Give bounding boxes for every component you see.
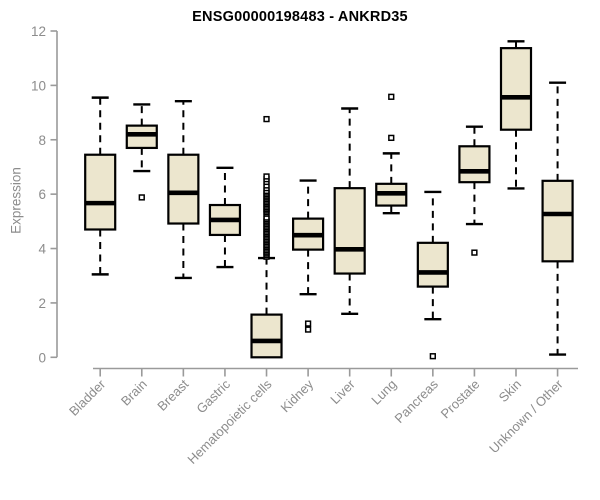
x-tick-label-kidney: Kidney bbox=[278, 376, 317, 415]
outlier-point bbox=[263, 115, 270, 123]
iqr-box bbox=[84, 153, 117, 231]
iqr-box bbox=[458, 145, 491, 184]
iqr-box bbox=[167, 153, 200, 225]
y-tick-label: 12 bbox=[31, 24, 46, 39]
iqr-box bbox=[125, 124, 158, 150]
outlier-point bbox=[138, 194, 145, 201]
y-tick-label: 2 bbox=[38, 296, 46, 311]
x-tick-label-lung: Lung bbox=[368, 377, 399, 408]
boxplot-prostate bbox=[458, 125, 491, 256]
x-tick-label-pancreas: Pancreas bbox=[392, 376, 442, 426]
outlier-point bbox=[471, 249, 478, 256]
y-tick-label: 8 bbox=[38, 133, 46, 148]
iqr-box bbox=[250, 313, 283, 359]
boxplot-liver bbox=[333, 107, 366, 315]
x-tick-label-unknown-other: Unknown / Other bbox=[486, 376, 566, 456]
y-tick-label: 4 bbox=[38, 242, 46, 257]
y-tick-label: 6 bbox=[38, 187, 46, 202]
boxplot-unknown-other bbox=[541, 81, 574, 356]
x-tick-label-prostate: Prostate bbox=[438, 377, 483, 422]
x-tick-label-brain: Brain bbox=[118, 377, 150, 409]
x-tick-label-liver: Liver bbox=[327, 376, 358, 407]
boxplot-pancreas bbox=[416, 190, 449, 360]
y-tick-label: 0 bbox=[38, 350, 46, 365]
outlier-point bbox=[429, 353, 436, 360]
y-tick-label: 10 bbox=[31, 78, 46, 93]
x-tick-label-gastric: Gastric bbox=[193, 376, 233, 416]
boxplot-hematopoietic-cells bbox=[250, 115, 283, 359]
outlier-point bbox=[304, 326, 312, 333]
outlier-point bbox=[263, 173, 270, 180]
y-axis: 0 2 4 6 8 10 12 bbox=[31, 24, 58, 365]
outlier-point bbox=[304, 320, 312, 327]
x-tick-label-bladder: Bladder bbox=[66, 376, 109, 419]
boxplot-brain bbox=[125, 103, 158, 201]
boxplot-skin bbox=[499, 40, 533, 190]
iqr-box bbox=[416, 241, 449, 288]
x-tick-label-skin: Skin bbox=[496, 377, 524, 405]
iqr-box bbox=[499, 47, 533, 131]
boxplot-gastric bbox=[208, 166, 242, 269]
boxplot-bladder bbox=[84, 96, 117, 276]
x-tick-label-breast: Breast bbox=[154, 376, 191, 413]
boxplot-kidney bbox=[292, 179, 325, 333]
iqr-box bbox=[541, 179, 574, 263]
outlier-point bbox=[388, 134, 395, 142]
boxplot-lung bbox=[375, 93, 408, 215]
iqr-box bbox=[333, 187, 366, 275]
outlier-point bbox=[388, 93, 395, 100]
chart-title: ENSG00000198483 - ANKRD35 bbox=[192, 9, 408, 25]
boxplot-breast bbox=[167, 99, 200, 280]
